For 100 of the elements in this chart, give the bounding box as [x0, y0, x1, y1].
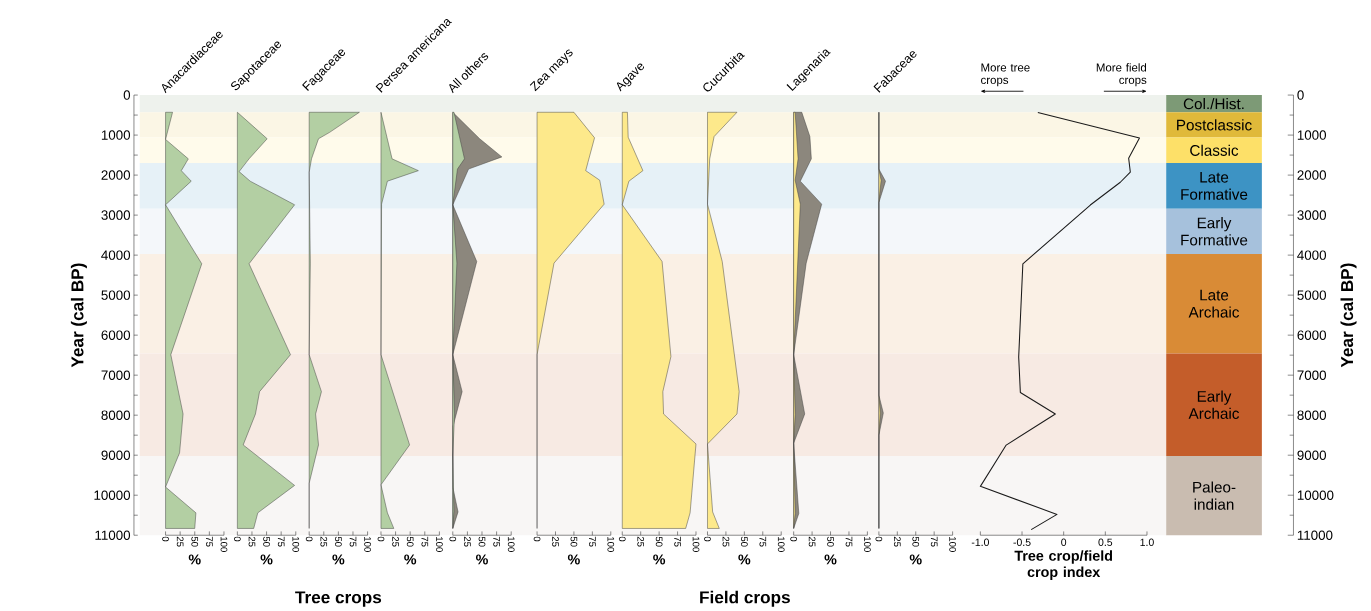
- y-tick-label: 1000: [101, 130, 131, 140]
- x-tick-label: 100: [220, 537, 228, 552]
- y-tick-label: 9000: [101, 450, 131, 460]
- x-tick-label: 25: [392, 536, 399, 547]
- x-tick-label: 100: [692, 537, 700, 552]
- x-tick-label: 0: [305, 536, 313, 542]
- y-tick-label: 1000: [1297, 130, 1327, 140]
- text: More tree crops: [981, 63, 1030, 87]
- x-tick-label: 0: [449, 536, 457, 542]
- y-tick-label: 8000: [1297, 410, 1327, 420]
- x-tick-label: 75: [589, 536, 596, 547]
- y-tick-label: 7000: [1297, 370, 1327, 380]
- x-axis-title: %: [567, 554, 580, 565]
- x-tick-label: 50: [740, 536, 748, 547]
- x-tick-label: 100: [292, 537, 300, 552]
- y-tick-label: 6000: [1297, 330, 1327, 340]
- x-tick-label: 75: [759, 536, 767, 547]
- series-label: Late Formative: [1181, 172, 1248, 200]
- x-tick-label: 0: [533, 536, 541, 542]
- x-tick-label: 75: [349, 536, 357, 547]
- x-axis-title: %: [404, 554, 417, 565]
- x-tick-label: 25: [637, 536, 645, 547]
- x-tick-label: 25: [808, 536, 816, 547]
- x-tick-label: 75: [493, 536, 500, 547]
- x-tick-label: 50: [655, 536, 663, 547]
- text: Tree crops: [295, 591, 382, 607]
- x-tick-label: 0: [233, 536, 241, 542]
- x-tick-label: 50: [570, 536, 578, 547]
- x-tick-label: 50: [263, 536, 270, 547]
- y-tick-label: 9000: [1297, 450, 1327, 460]
- y-tick-label: 3000: [101, 210, 131, 220]
- text: More field crops: [1096, 63, 1147, 87]
- series-label: Early Archaic: [1188, 390, 1240, 420]
- x-tick-label: 25: [248, 536, 256, 547]
- x-tick-label: 100: [777, 537, 785, 552]
- x-tick-label: 0: [162, 536, 169, 542]
- x-tick-label: 0.5: [1098, 538, 1113, 547]
- x-axis-title: %: [475, 554, 488, 565]
- x-tick-label: -1.0: [971, 538, 989, 547]
- y-tick-label: 2000: [101, 170, 131, 180]
- x-tick-label: 100: [864, 537, 871, 552]
- x-tick-label: 100: [507, 537, 515, 552]
- x-tick-label: 0: [618, 536, 626, 542]
- x-tick-label: 50: [827, 536, 834, 547]
- series-label: Col./Hist.: [1183, 98, 1244, 110]
- y-tick-label: 10000: [1297, 490, 1334, 500]
- y-tick-label: 2000: [1297, 170, 1327, 180]
- x-tick-label: 75: [421, 536, 429, 547]
- x-tick-label: 50: [406, 536, 414, 547]
- x-tick-label: 1.0: [1140, 538, 1154, 547]
- y-axis-title: Year (cal BP): [1340, 263, 1357, 368]
- series-label: Late Archaic: [1188, 289, 1240, 318]
- series-label: Early Formative: [1181, 217, 1248, 246]
- x-axis-title: %: [653, 554, 666, 565]
- x-axis-title: %: [188, 554, 201, 565]
- y-tick-label: 4000: [1297, 250, 1327, 260]
- y-tick-label: 11000: [1297, 530, 1333, 541]
- x-tick-label: 100: [436, 537, 443, 552]
- x-tick-label: 75: [277, 536, 285, 547]
- y-tick-label: 3000: [1297, 210, 1327, 220]
- x-tick-label: 25: [722, 536, 730, 547]
- x-tick-label: 75: [845, 536, 853, 547]
- x-tick-label: 100: [364, 537, 371, 552]
- x-tick-label: 0: [790, 536, 798, 542]
- x-axis-title: %: [738, 554, 751, 565]
- x-tick-label: 50: [191, 536, 199, 547]
- x-tick-label: 50: [478, 536, 486, 547]
- series-label: Classic: [1190, 144, 1239, 156]
- y-tick-label: 4000: [101, 250, 131, 260]
- x-tick-label: 75: [930, 536, 938, 547]
- y-tick-label: 5000: [1297, 290, 1327, 300]
- x-tick-label: 25: [893, 536, 901, 547]
- y-tick-label: 11000: [95, 530, 131, 541]
- x-tick-label: 0: [704, 536, 711, 542]
- x-tick-label: 75: [674, 536, 681, 547]
- x-tick-label: 75: [206, 536, 213, 547]
- x-tick-label: 50: [335, 536, 342, 547]
- x-axis-title: %: [909, 554, 922, 565]
- y-tick-label: 0: [1297, 90, 1304, 100]
- x-tick-label: 100: [949, 537, 956, 552]
- x-tick-label: 0: [377, 536, 385, 542]
- x-tick-label: 25: [552, 536, 559, 547]
- x-axis-title: %: [332, 554, 345, 565]
- x-tick-label: 25: [464, 536, 471, 547]
- y-tick-label: 0: [123, 90, 131, 100]
- x-axis-title: %: [824, 554, 837, 565]
- y-tick-label: 6000: [101, 330, 131, 340]
- y-tick-label: 5000: [101, 290, 131, 300]
- x-tick-label: 50: [912, 536, 920, 547]
- y-tick-label: 7000: [101, 370, 131, 380]
- series-label: Postclassic: [1177, 119, 1252, 131]
- x-tick-label: -0.5: [1013, 538, 1031, 547]
- text: Field crops: [700, 590, 790, 607]
- x-tick-label: 0: [875, 536, 883, 542]
- x-tick-label: 100: [607, 537, 615, 552]
- y-tick-label: 8000: [101, 410, 131, 420]
- x-tick-label: 25: [320, 536, 328, 547]
- x-axis-title: %: [260, 554, 273, 565]
- x-tick-label: 25: [176, 536, 184, 547]
- series-label: Paleo-indian: [1193, 481, 1236, 510]
